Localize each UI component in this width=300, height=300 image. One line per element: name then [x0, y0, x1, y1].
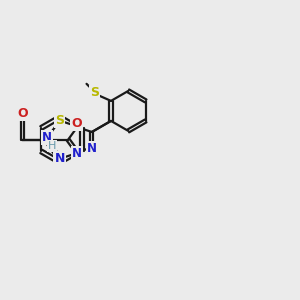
Text: N: N	[42, 131, 52, 144]
Text: O: O	[17, 107, 28, 120]
Text: S: S	[55, 114, 64, 127]
Text: O: O	[71, 117, 82, 130]
Text: H: H	[48, 141, 56, 151]
Text: S: S	[90, 85, 99, 99]
Text: N: N	[87, 142, 97, 155]
Text: N: N	[72, 147, 82, 160]
Text: N: N	[55, 152, 65, 165]
